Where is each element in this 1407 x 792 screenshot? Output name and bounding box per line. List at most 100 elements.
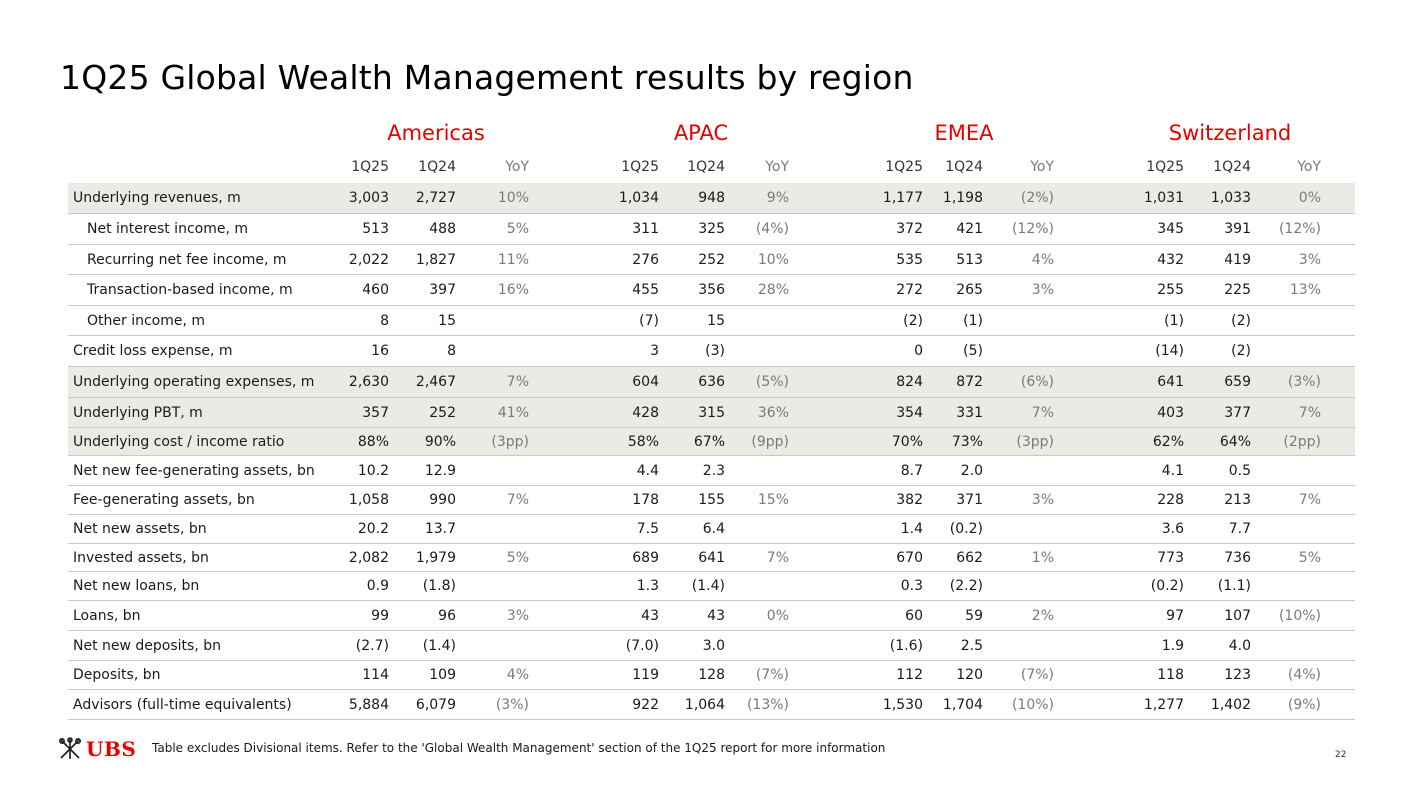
table-cell: 922 bbox=[632, 696, 659, 713]
table-cell: 11% bbox=[497, 251, 529, 268]
table-cell: 5% bbox=[506, 221, 529, 237]
table-cell: (1.8) bbox=[422, 578, 456, 594]
table-cell: 1% bbox=[1031, 549, 1054, 566]
table-cell: 736 bbox=[1224, 549, 1251, 566]
row-label: Transaction-based income, m bbox=[87, 282, 293, 298]
table-cell: 636 bbox=[698, 374, 725, 390]
table-cell: 4.4 bbox=[636, 462, 659, 479]
table-cell bbox=[719, 515, 789, 543]
table-cell: 0 bbox=[914, 343, 923, 359]
table-cell: 96 bbox=[438, 607, 456, 624]
table-cell: 403 bbox=[1157, 404, 1184, 421]
table-cell: 1,277 bbox=[1143, 696, 1184, 713]
row-label: Credit loss expense, m bbox=[73, 343, 233, 359]
page-number: 22 bbox=[1335, 750, 1347, 760]
table-cell: (14) bbox=[1155, 343, 1184, 359]
table-cell: 7% bbox=[1298, 492, 1321, 508]
table-cell: 13.7 bbox=[424, 521, 456, 537]
table-cell: (6%) bbox=[1020, 374, 1054, 390]
table-cell bbox=[1251, 336, 1321, 366]
table-cell bbox=[459, 631, 529, 660]
table-cell bbox=[984, 336, 1054, 366]
table-cell: 0.3 bbox=[900, 578, 923, 594]
table-cell: 67% bbox=[693, 433, 725, 450]
table-cell: 535 bbox=[896, 251, 923, 268]
table-cell: 276 bbox=[632, 251, 659, 268]
table-cell: (3%) bbox=[1287, 374, 1321, 390]
table-cell: 99 bbox=[371, 607, 389, 624]
table-cell: (3) bbox=[705, 343, 725, 359]
row-label: Net new fee-generating assets, bn bbox=[73, 462, 315, 479]
table-cell: (1) bbox=[963, 312, 983, 329]
table-cell: 16% bbox=[497, 282, 529, 298]
table-cell: 3 bbox=[650, 343, 659, 359]
table-cell: (0.2) bbox=[1150, 578, 1184, 594]
table-cell: 1,827 bbox=[415, 251, 456, 268]
table-cell: 7.5 bbox=[636, 521, 659, 537]
table-cell: 213 bbox=[1224, 492, 1251, 508]
row-label: Underlying revenues, m bbox=[73, 190, 241, 206]
table-cell bbox=[984, 456, 1054, 485]
table-cell: (1.4) bbox=[691, 578, 725, 594]
table-cell: (7%) bbox=[1020, 667, 1054, 683]
row-label: Net new loans, bn bbox=[73, 578, 200, 594]
column-header-1q25: 1Q25 bbox=[885, 159, 923, 175]
table-cell: (2.7) bbox=[355, 637, 389, 654]
table-cell: (10%) bbox=[1011, 696, 1054, 713]
table-cell: 118 bbox=[1157, 667, 1184, 683]
table-cell: 1.3 bbox=[636, 578, 659, 594]
table-cell: 824 bbox=[896, 374, 923, 390]
table-cell: 4% bbox=[506, 667, 529, 683]
table-cell bbox=[984, 515, 1054, 543]
row-label: Fee-generating assets, bn bbox=[73, 492, 255, 508]
table-row: Underlying PBT, m 357 252 41% 428 315 36% 354 33… bbox=[68, 398, 1355, 428]
table-cell bbox=[719, 336, 789, 366]
table-cell: 1,033 bbox=[1210, 190, 1251, 206]
table-cell: 8.7 bbox=[900, 462, 923, 479]
table-cell: (5%) bbox=[755, 374, 789, 390]
column-header-yoy: YoY bbox=[1030, 159, 1054, 175]
table-row: Credit loss expense, m 16 8 3 (3) 0 (5) (14) (2) bbox=[68, 336, 1355, 367]
table-row: Deposits, bn 114 109 4% 119 128 (7%) 112 120 (7%)… bbox=[68, 661, 1355, 690]
table-cell: 2.0 bbox=[960, 462, 983, 479]
column-header-yoy: YoY bbox=[1297, 159, 1321, 175]
table-row: Advisors (full-time equivalents) 5,884 6,0… bbox=[68, 690, 1355, 720]
region-header-switzerland: Switzerland bbox=[1168, 121, 1292, 145]
table-cell: 10% bbox=[497, 190, 529, 206]
table-cell: 7.7 bbox=[1228, 521, 1251, 537]
table-cell: (3pp) bbox=[491, 433, 529, 450]
table-cell: 488 bbox=[429, 221, 456, 237]
table-cell: (1.4) bbox=[422, 637, 456, 654]
column-header-1q24: 1Q24 bbox=[418, 159, 456, 175]
table-cell: 773 bbox=[1157, 549, 1184, 566]
table-cell: 6.4 bbox=[702, 521, 725, 537]
table-cell: (13%) bbox=[746, 696, 789, 713]
table-cell: 4% bbox=[1031, 251, 1054, 268]
table-cell: 15% bbox=[757, 492, 789, 508]
table-cell: 354 bbox=[896, 404, 923, 421]
table-cell: 73% bbox=[951, 433, 983, 450]
table-cell: 356 bbox=[698, 282, 725, 298]
table-cell: 382 bbox=[896, 492, 923, 508]
table-cell: 377 bbox=[1224, 404, 1251, 421]
table-cell: 1,530 bbox=[882, 696, 923, 713]
table-cell: 2,467 bbox=[415, 374, 456, 390]
column-header-1q24: 1Q24 bbox=[687, 159, 725, 175]
table-cell bbox=[459, 572, 529, 600]
table-row: Net new deposits, bn (2.7) (1.4) (7.0) 3.0 (1… bbox=[68, 631, 1355, 661]
table-cell: 990 bbox=[429, 492, 456, 508]
table-cell: 5% bbox=[1298, 549, 1321, 566]
table-cell: 2,082 bbox=[348, 549, 389, 566]
table-cell: 1.4 bbox=[900, 521, 923, 537]
table-cell: 20.2 bbox=[357, 521, 389, 537]
table-cell: 3.6 bbox=[1161, 521, 1184, 537]
table-cell bbox=[459, 515, 529, 543]
table-cell: 1,704 bbox=[942, 696, 983, 713]
table-cell: 1,064 bbox=[684, 696, 725, 713]
table-cell bbox=[459, 336, 529, 366]
footnote: Table excludes Divisional items. Refer t… bbox=[152, 741, 886, 755]
table-cell: 513 bbox=[362, 221, 389, 237]
table-cell: 432 bbox=[1157, 251, 1184, 268]
table-cell: 3,003 bbox=[348, 190, 389, 206]
table-cell: (7%) bbox=[755, 667, 789, 683]
